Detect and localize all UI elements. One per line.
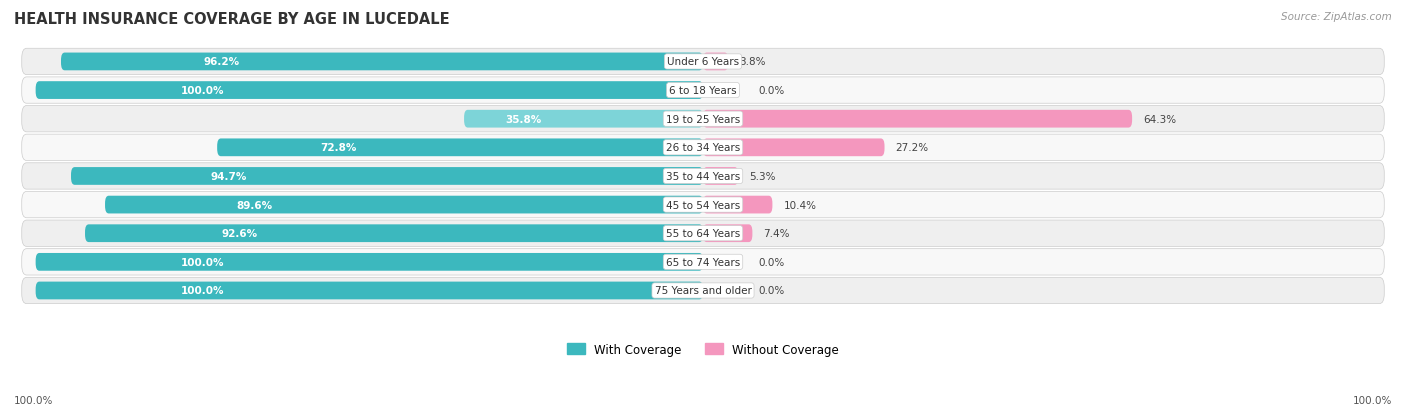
Text: 27.2%: 27.2% [896,143,928,153]
FancyBboxPatch shape [21,49,1385,76]
FancyBboxPatch shape [21,78,1385,104]
FancyBboxPatch shape [703,225,752,242]
Text: Under 6 Years: Under 6 Years [666,57,740,67]
Text: 100.0%: 100.0% [14,395,53,405]
Text: HEALTH INSURANCE COVERAGE BY AGE IN LUCEDALE: HEALTH INSURANCE COVERAGE BY AGE IN LUCE… [14,12,450,27]
Text: 100.0%: 100.0% [181,257,224,267]
Text: 92.6%: 92.6% [222,229,257,239]
Text: 89.6%: 89.6% [236,200,273,210]
Text: 35.8%: 35.8% [506,114,541,124]
FancyBboxPatch shape [21,106,1385,133]
FancyBboxPatch shape [21,249,1385,275]
FancyBboxPatch shape [35,253,703,271]
FancyBboxPatch shape [60,53,703,71]
Text: 0.0%: 0.0% [758,86,785,96]
Text: 35 to 44 Years: 35 to 44 Years [666,171,740,182]
Text: 19 to 25 Years: 19 to 25 Years [666,114,740,124]
FancyBboxPatch shape [72,168,703,185]
FancyBboxPatch shape [703,139,884,157]
Text: 94.7%: 94.7% [211,171,247,182]
FancyBboxPatch shape [21,135,1385,161]
Text: 0.0%: 0.0% [758,257,785,267]
Text: 6 to 18 Years: 6 to 18 Years [669,86,737,96]
Text: 100.0%: 100.0% [181,286,224,296]
FancyBboxPatch shape [464,111,703,128]
FancyBboxPatch shape [703,168,738,185]
Text: 3.8%: 3.8% [740,57,766,67]
Text: 26 to 34 Years: 26 to 34 Years [666,143,740,153]
FancyBboxPatch shape [35,282,703,299]
Text: 7.4%: 7.4% [763,229,790,239]
Text: 100.0%: 100.0% [181,86,224,96]
FancyBboxPatch shape [703,196,772,214]
Text: 64.3%: 64.3% [1143,114,1177,124]
FancyBboxPatch shape [21,164,1385,190]
Text: 10.4%: 10.4% [783,200,817,210]
Text: 45 to 54 Years: 45 to 54 Years [666,200,740,210]
FancyBboxPatch shape [703,53,728,71]
FancyBboxPatch shape [21,221,1385,247]
Text: 55 to 64 Years: 55 to 64 Years [666,229,740,239]
FancyBboxPatch shape [105,196,703,214]
Text: 0.0%: 0.0% [758,286,785,296]
FancyBboxPatch shape [35,82,703,100]
FancyBboxPatch shape [21,192,1385,218]
Text: Source: ZipAtlas.com: Source: ZipAtlas.com [1281,12,1392,22]
Text: 96.2%: 96.2% [204,57,239,67]
FancyBboxPatch shape [84,225,703,242]
FancyBboxPatch shape [217,139,703,157]
FancyBboxPatch shape [703,111,1132,128]
FancyBboxPatch shape [21,278,1385,304]
Legend: With Coverage, Without Coverage: With Coverage, Without Coverage [567,343,839,356]
Text: 5.3%: 5.3% [749,171,776,182]
Text: 72.8%: 72.8% [321,143,357,153]
Text: 75 Years and older: 75 Years and older [655,286,751,296]
Text: 100.0%: 100.0% [1353,395,1392,405]
Text: 65 to 74 Years: 65 to 74 Years [666,257,740,267]
